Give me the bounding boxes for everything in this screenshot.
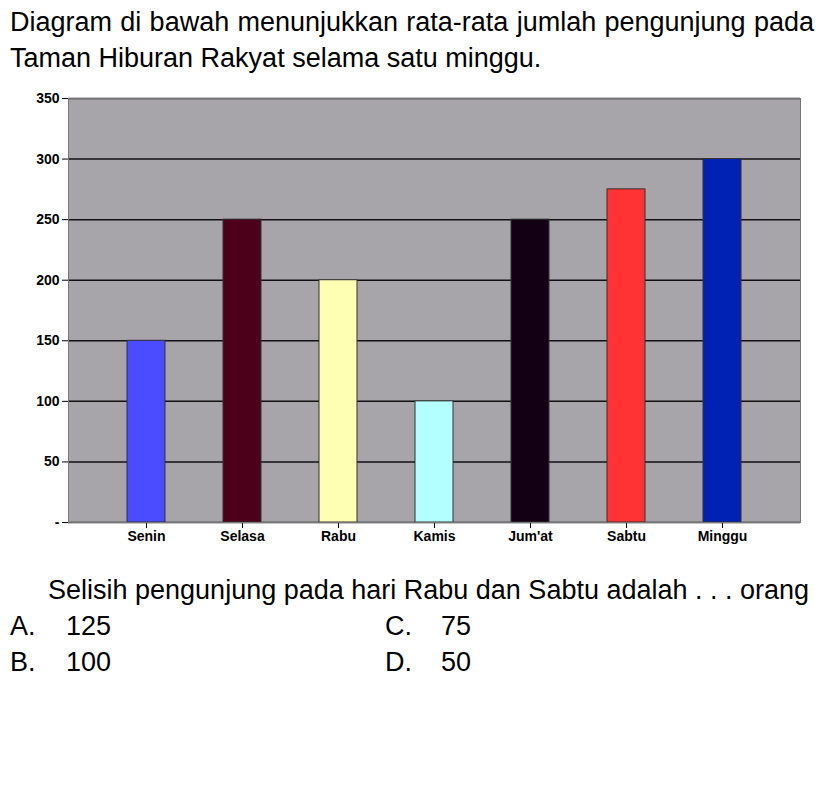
svg-text:Kamis: Kamis	[413, 528, 455, 544]
svg-text:-: -	[55, 514, 60, 530]
html-text:125: 125	[66, 611, 112, 641]
html-text:50: 50	[441, 647, 471, 677]
svg-text:100: 100	[36, 393, 60, 409]
html-text:A.: A.	[10, 611, 36, 641]
html-text:75: 75	[441, 611, 471, 641]
svg-text:300: 300	[36, 151, 60, 167]
html-text:Diagram di bawah menunjukkan r: Diagram di bawah menunjukkan rata-rata j…	[10, 7, 814, 73]
svg-text:Rabu: Rabu	[321, 528, 356, 544]
svg-text:200: 200	[36, 272, 60, 288]
svg-text:50: 50	[44, 453, 60, 469]
svg-text:Sabtu: Sabtu	[607, 528, 646, 544]
svg-text:150: 150	[36, 332, 60, 348]
svg-text:Minggu: Minggu	[698, 528, 748, 544]
html-text:B.: B.	[10, 647, 36, 677]
html-text:100: 100	[66, 647, 112, 677]
html-text:D.: D.	[385, 647, 412, 677]
svg-text:Jum'at: Jum'at	[508, 528, 553, 544]
svg-text:Selasa: Selasa	[220, 528, 265, 544]
html-text:Selisih pengunjung pada hari R: Selisih pengunjung pada hari Rabu dan Sa…	[48, 575, 810, 605]
svg-text:250: 250	[36, 211, 60, 227]
html-text:C.: C.	[385, 611, 412, 641]
svg-text:Senin: Senin	[127, 528, 165, 544]
svg-text:350: 350	[36, 90, 60, 106]
